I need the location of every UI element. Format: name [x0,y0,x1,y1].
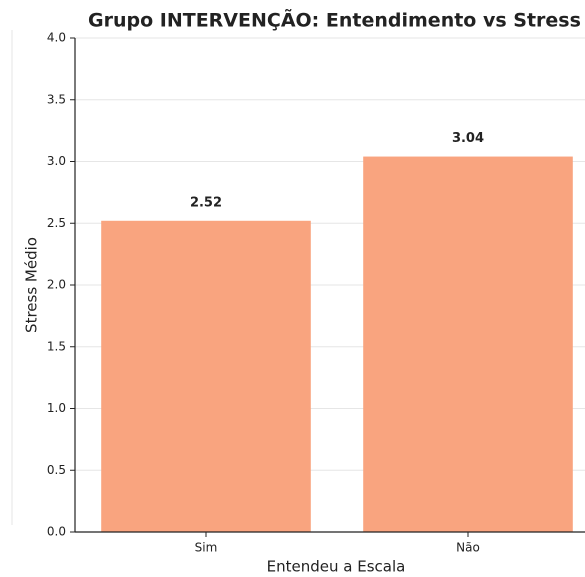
y-tick-label: 3.5 [47,92,66,106]
x-tick-label: Não [456,541,480,555]
bar [363,156,573,532]
y-tick-label: 2.5 [47,216,66,230]
x-tick-label: Sim [195,541,218,555]
y-tick-label: 0.0 [47,525,66,539]
y-tick-label: 3.0 [47,154,66,168]
y-axis-label: Stress Médio [23,237,41,333]
value-label: 3.04 [452,131,484,146]
x-axis-label: Entendeu a Escala [267,558,406,576]
chart-title: Grupo INTERVENÇÃO: Entendimento vs Stres… [88,8,581,32]
bar [101,220,311,532]
y-tick-label: 4.0 [47,31,66,45]
y-tick-label: 1.5 [47,339,66,353]
y-tick-label: 0.5 [47,463,66,477]
marks [101,156,573,532]
value-label: 2.52 [190,195,222,210]
y-tick-label: 1.0 [47,401,66,415]
y-tick-label: 2.0 [47,278,66,292]
